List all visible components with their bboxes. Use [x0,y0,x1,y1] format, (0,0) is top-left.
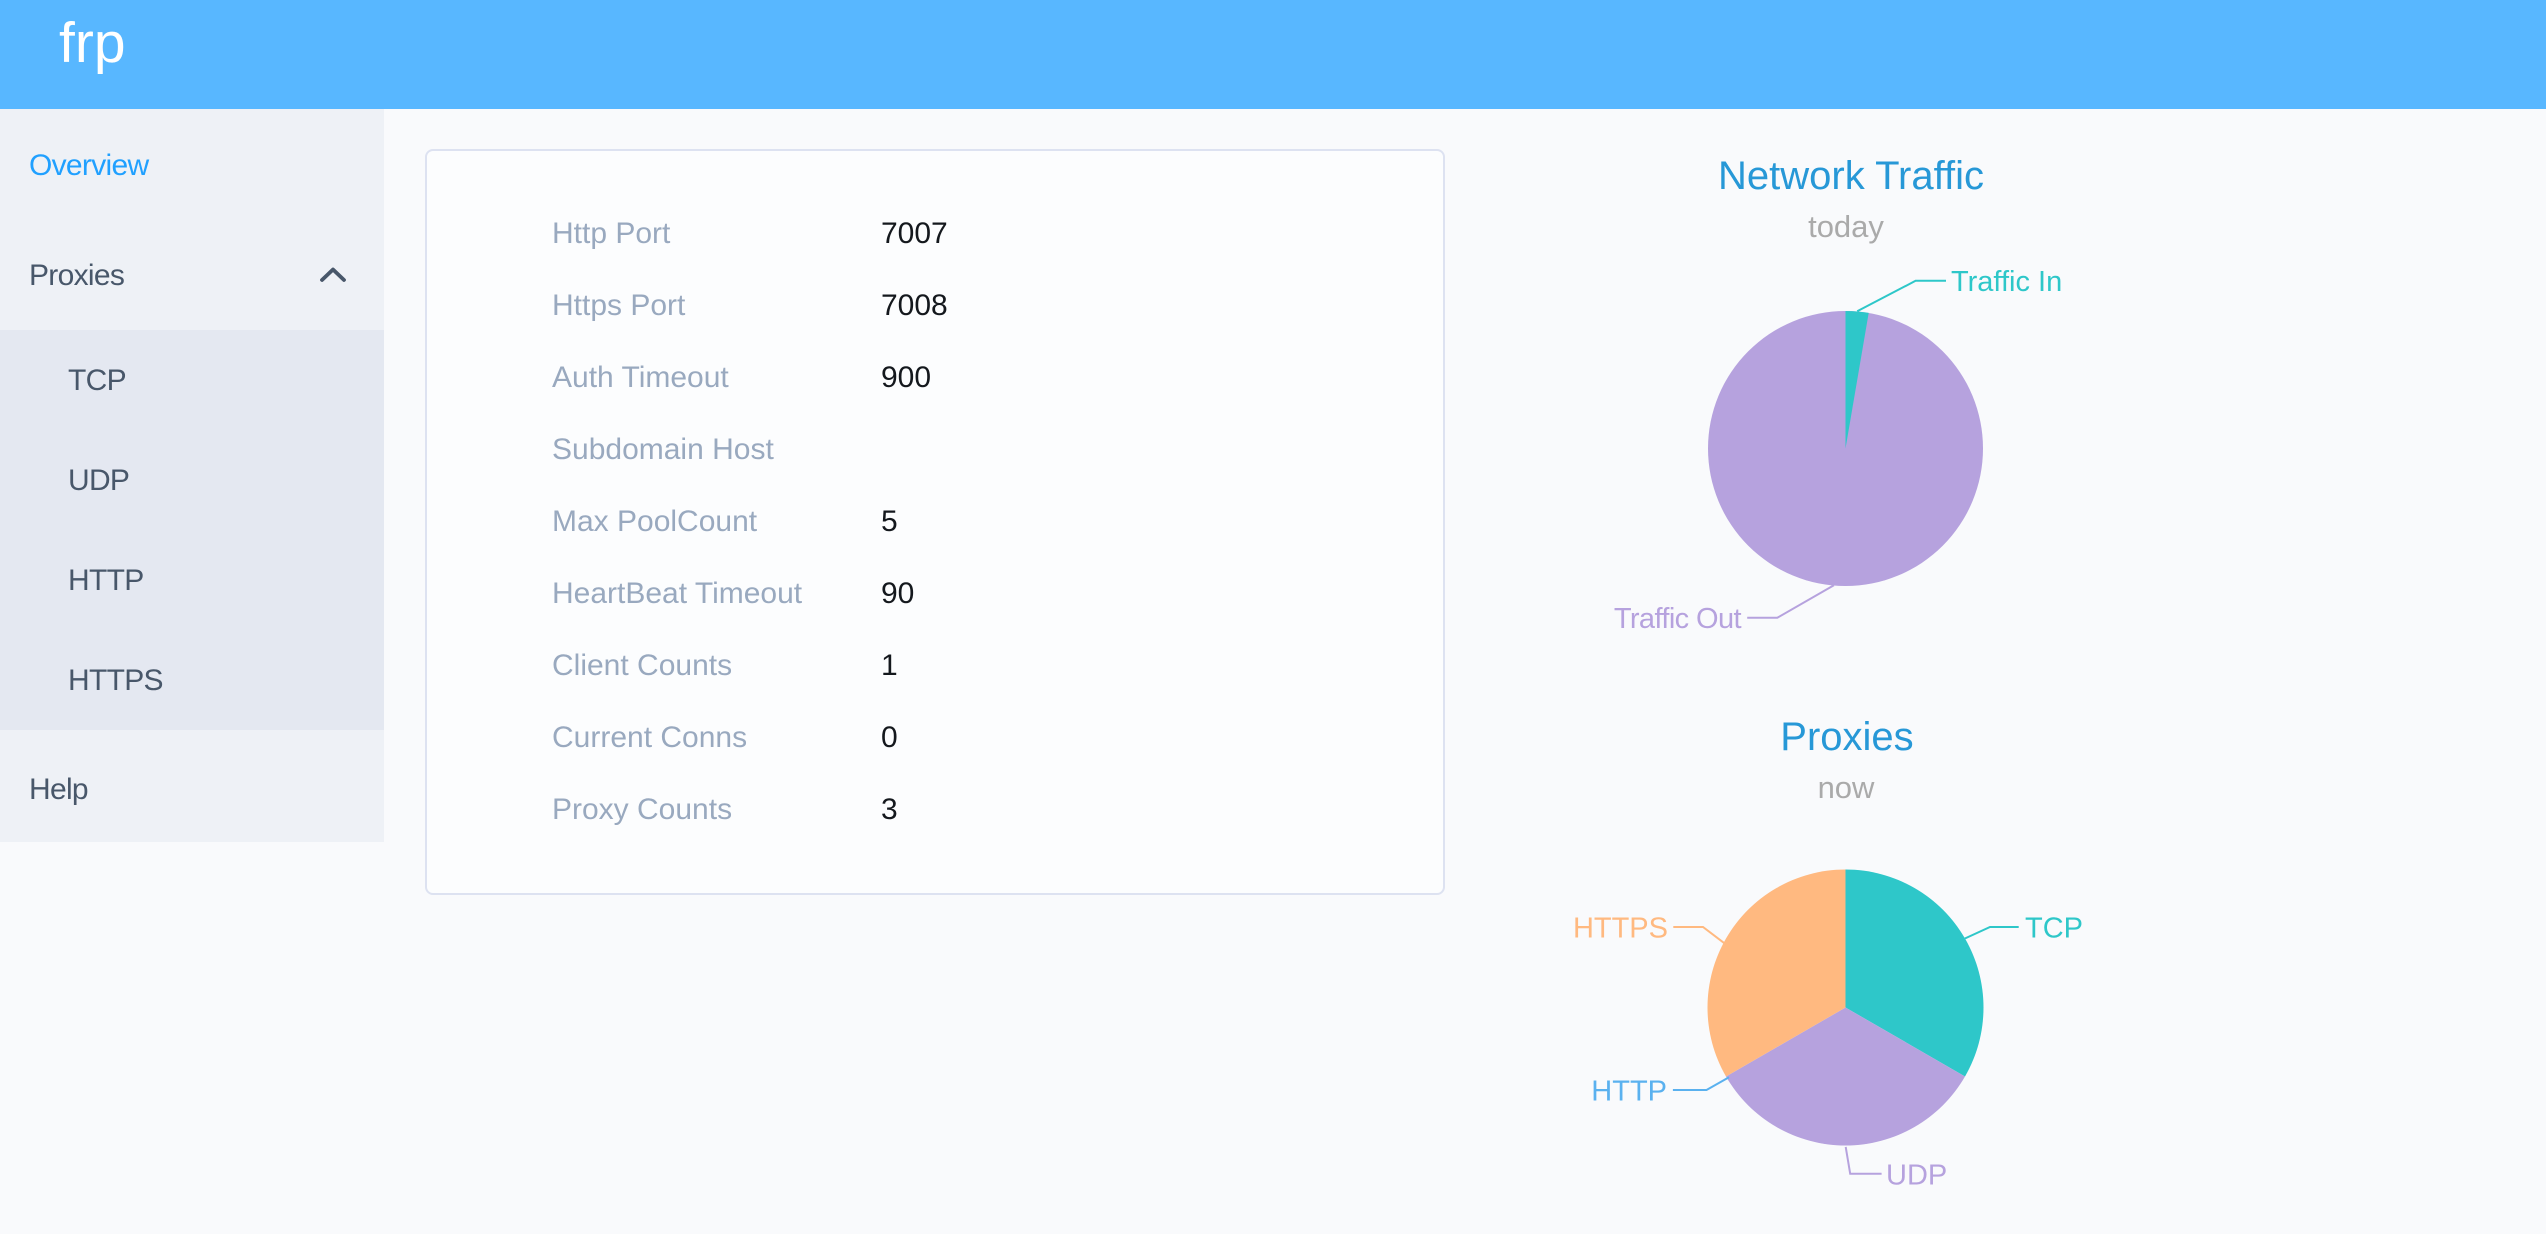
svg-text:today: today [1808,209,1884,244]
svg-text:HTTP: HTTP [1591,1076,1667,1108]
svg-text:now: now [1818,770,1875,805]
svg-text:HTTPS: HTTPS [1573,913,1668,945]
svg-text:Traffic In: Traffic In [1951,266,2062,298]
svg-text:Network Traffic: Network Traffic [1718,154,1984,198]
svg-text:UDP: UDP [1886,1159,1947,1191]
svg-text:TCP: TCP [2025,913,2083,945]
svg-text:Traffic Out: Traffic Out [1614,603,1742,635]
svg-text:Proxies: Proxies [1780,715,1913,759]
